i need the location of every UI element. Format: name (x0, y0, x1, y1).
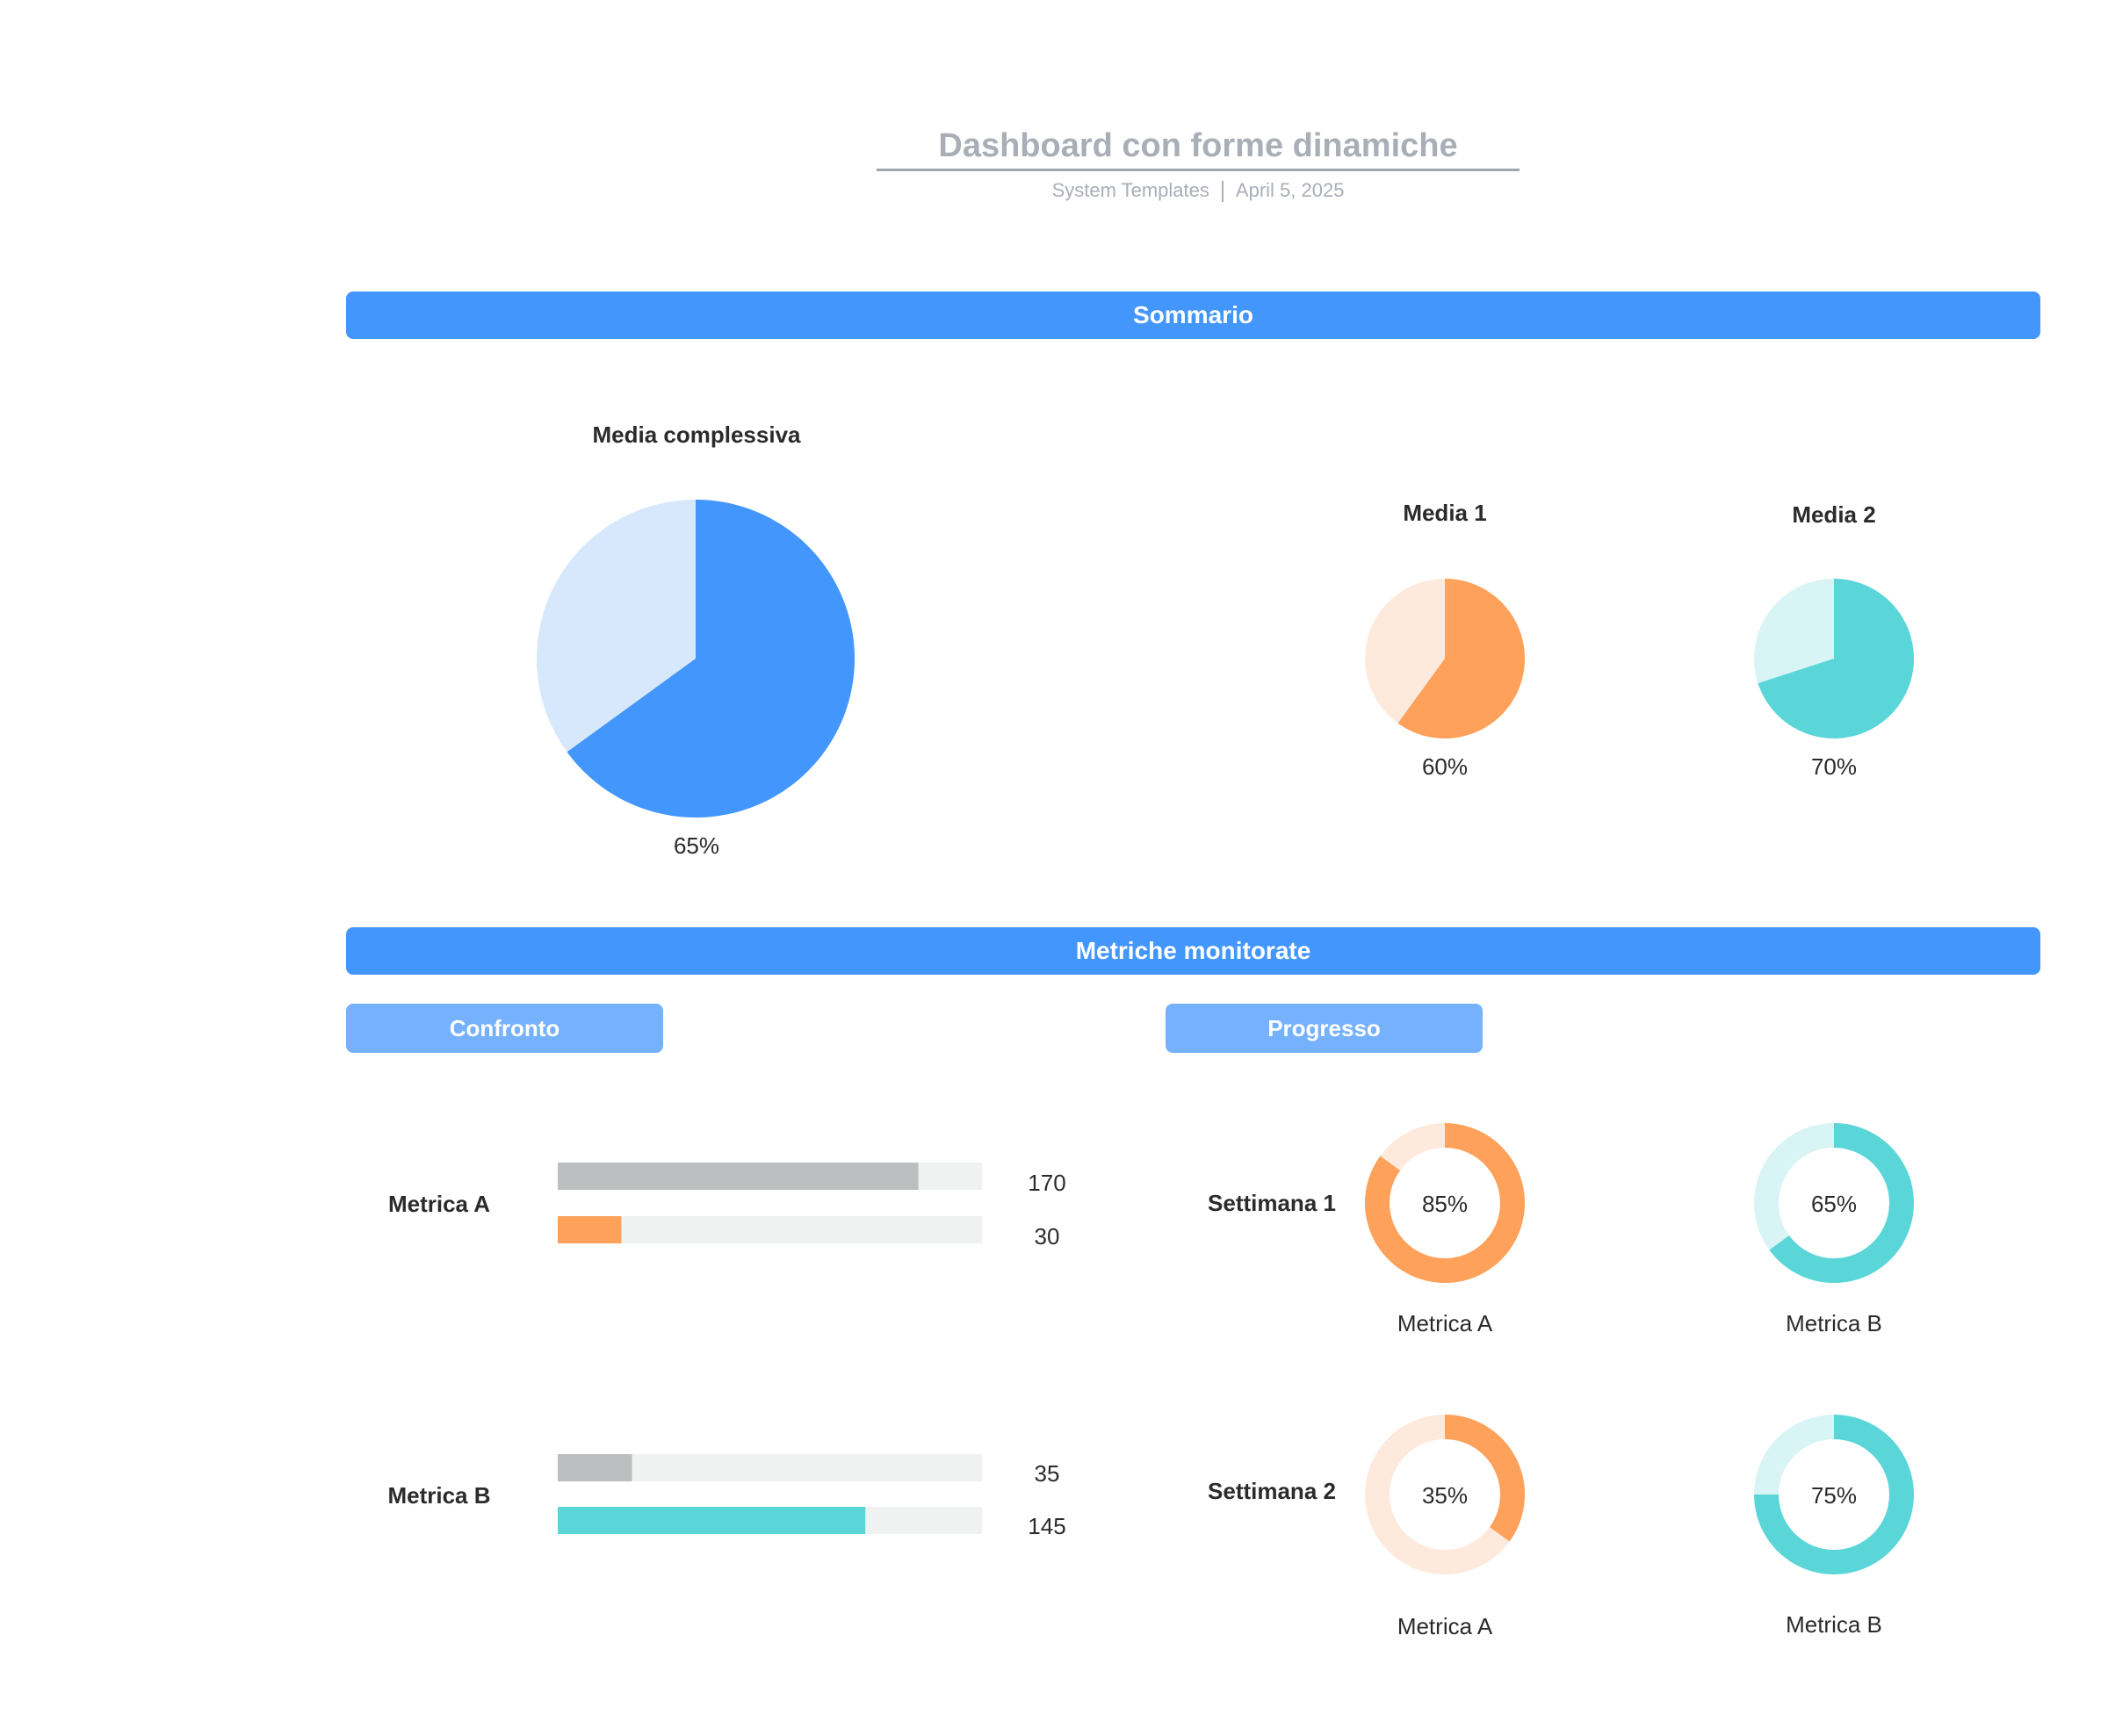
donut-metric-label: Metrica B (1786, 1611, 1882, 1638)
pie-media1-value: 60% (1421, 753, 1469, 780)
week-label: Settimana 2 (1208, 1478, 1336, 1504)
pie-media2-slice (1758, 579, 1915, 738)
progress-donut-arc (1444, 1415, 1525, 1542)
donut-value-label: 65% (1810, 1191, 1858, 1217)
bar-category-label: Metrica B (387, 1482, 491, 1509)
bar (558, 1163, 919, 1190)
section-metrics-header: Metriche monitorate (346, 927, 2040, 975)
donut-value-label: 85% (1421, 1191, 1469, 1217)
progress-tab[interactable]: Progresso (1166, 1004, 1483, 1053)
bar-value-label: 35 (1034, 1460, 1060, 1487)
pie-media1-slice (1397, 579, 1526, 738)
pie-overall-value: 65% (673, 832, 720, 859)
page-title: Dashboard con forme dinamiche (877, 123, 1520, 171)
pie-media2-value: 70% (1810, 753, 1858, 780)
pie-overall-slice (567, 500, 855, 818)
pie-overall-title: Media complessiva (592, 421, 801, 448)
donut-value-label: 35% (1421, 1482, 1469, 1509)
date-label: April 5, 2025 (1235, 179, 1345, 201)
progress-donut-arc (1365, 1123, 1525, 1283)
week-label: Settimana 1 (1208, 1190, 1336, 1216)
bar-track (558, 1216, 982, 1243)
donut-metric-label: Metrica A (1397, 1613, 1493, 1639)
page-subtitle: System Templates April 5, 2025 (877, 179, 1520, 203)
progress-donut-arc (1754, 1415, 1914, 1574)
section-summary-header: Sommario (346, 292, 2040, 339)
bar (558, 1507, 866, 1534)
donut-metric-label: Metrica B (1786, 1310, 1882, 1336)
pie-media1-title: Media 1 (1403, 500, 1487, 526)
donut-value-label: 75% (1810, 1482, 1858, 1509)
progress-donut-arc (1769, 1123, 1914, 1283)
donut-metric-label: Metrica A (1397, 1310, 1493, 1336)
bar (558, 1216, 622, 1243)
bar (558, 1454, 632, 1481)
subtitle-divider (1221, 181, 1224, 203)
source-label: System Templates (1051, 179, 1209, 201)
bar-category-label: Metrica A (387, 1191, 491, 1217)
bar-value-label: 145 (1028, 1513, 1066, 1539)
bar-value-label: 170 (1028, 1170, 1066, 1196)
bar-value-label: 30 (1034, 1223, 1060, 1250)
comparison-tab[interactable]: Confronto (346, 1004, 663, 1053)
pie-media2-title: Media 2 (1792, 501, 1876, 528)
